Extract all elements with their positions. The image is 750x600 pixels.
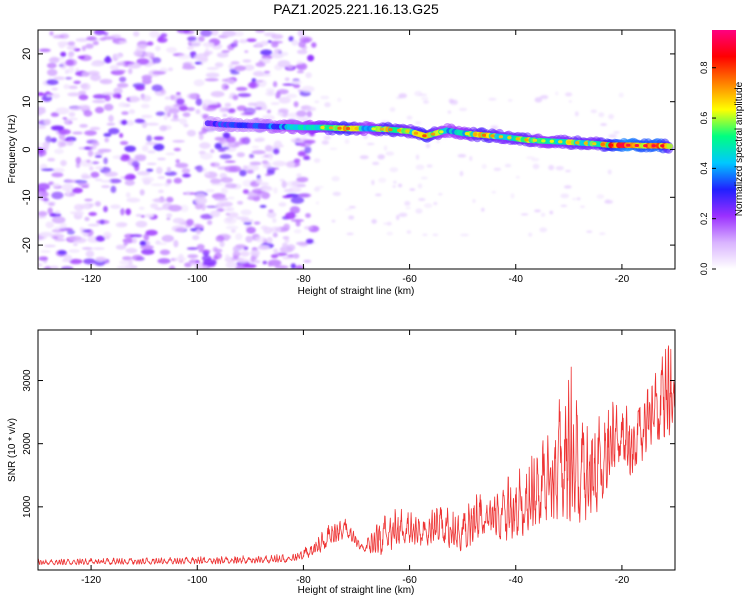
x-tick-label: -40 [509,575,524,586]
snr-line [38,345,675,566]
y-tick-label: -10 [21,189,33,205]
x-tick-label: -100 [187,274,207,285]
snr-y-ticks: 1000 2000 3000 [22,369,675,518]
colorbar-tick-label: 0.6 [699,112,709,125]
spectrogram-y-ticks: 20 10 0 -10 -20 [21,48,675,253]
y-tick-label: 0 [21,146,33,152]
colorbar-tick-label: 0.4 [699,162,709,175]
colorbar-tick-label: 0.0 [699,263,709,276]
x-tick-label: -100 [187,575,207,586]
spectrogram-noise [38,30,624,269]
x-tick-label: -20 [615,575,630,586]
x-tick-label: -40 [509,274,524,285]
x-tick-label: -80 [296,274,311,285]
colorbar-ticks: 0.0 0.2 0.4 0.6 0.8 [699,61,716,275]
colorbar-tick-label: 0.2 [699,212,709,225]
snr-y-label: SNR (10 * v/v) [7,418,18,482]
y-tick-label: -20 [21,237,33,253]
spectrogram-ridge [202,116,674,154]
figure-title: PAZ1.2025.221.16.13.G25 [273,1,439,17]
y-tick-label: 20 [21,48,33,60]
snr-panel: -120 -100 -80 -60 -40 -20 1000 2000 3000 Height… [7,329,676,596]
y-tick-label: 3000 [22,369,33,392]
y-tick-label: 1000 [22,495,33,518]
x-tick-label: -120 [81,575,101,586]
x-tick-label: -60 [402,274,417,285]
spectrogram-x-label: Height of straight line (km) [298,286,415,297]
colorbar-gradient [712,30,736,269]
snr-background [38,330,675,570]
x-tick-label: -20 [615,274,630,285]
x-tick-label: -80 [296,575,311,586]
spectrogram-x-ticks: -120 -100 -80 -60 -40 -20 [81,30,630,285]
snr-x-ticks: -120 -100 -80 -60 -40 -20 [81,330,630,586]
spectrogram-y-label: Frequency (Hz) [7,115,18,184]
x-tick-label: -120 [81,274,101,285]
colorbar-tick-label: 0.8 [699,61,709,74]
snr-frame [37,329,676,571]
x-tick-label: -60 [402,575,417,586]
spectrogram-panel: -120 -100 -80 -60 -40 -20 20 10 0 -10 -20 Height … [7,29,676,297]
y-tick-label: 2000 [22,432,33,455]
colorbar-label: Normalized spectral amplitude [734,81,745,216]
colorbar: 0.0 0.2 0.4 0.6 0.8 Normalized spectral ampl… [699,30,745,275]
snr-x-label: Height of straight line (km) [298,585,415,596]
y-tick-label: 10 [21,96,33,108]
